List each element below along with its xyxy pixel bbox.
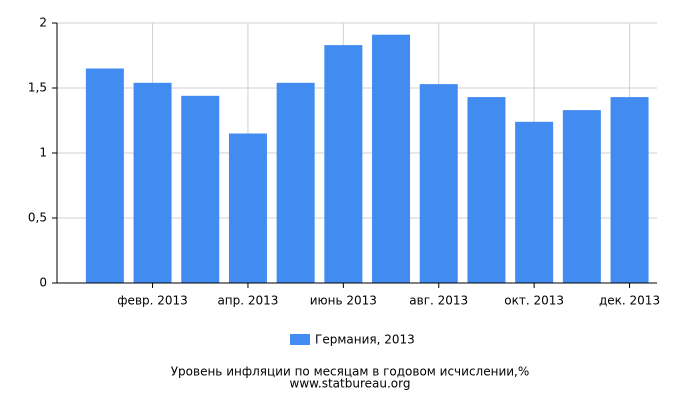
- bar: [372, 34, 411, 284]
- x-tick-label: апр. 2013: [217, 294, 278, 308]
- x-tick-label: дек. 2013: [599, 294, 660, 308]
- bar: [228, 133, 267, 283]
- y-tick-label: 1: [39, 146, 47, 160]
- bar: [276, 82, 315, 283]
- y-tick-label: 2: [39, 16, 47, 30]
- bar: [85, 68, 124, 283]
- chart-subtitle: www.statbureau.org: [290, 377, 411, 391]
- legend-label: Германия, 2013: [315, 333, 415, 347]
- bar: [419, 84, 458, 283]
- bar: [324, 45, 363, 283]
- bar: [515, 121, 554, 283]
- y-tick-label: 1,5: [28, 81, 47, 95]
- x-tick-label: февр. 2013: [117, 294, 188, 308]
- bar: [562, 110, 601, 283]
- x-tick-label: авг. 2013: [409, 294, 468, 308]
- y-tick-label: 0,5: [28, 211, 47, 225]
- bar: [133, 82, 172, 283]
- x-tick-label: июнь 2013: [310, 294, 377, 308]
- chart-title: Уровень инфляции по месяцам в годовом ис…: [171, 365, 530, 379]
- bar: [610, 97, 649, 283]
- legend-swatch: [290, 334, 310, 345]
- x-tick-label: окт. 2013: [504, 294, 564, 308]
- y-tick-label: 0: [39, 276, 47, 290]
- bar: [467, 97, 506, 283]
- bar: [181, 95, 220, 283]
